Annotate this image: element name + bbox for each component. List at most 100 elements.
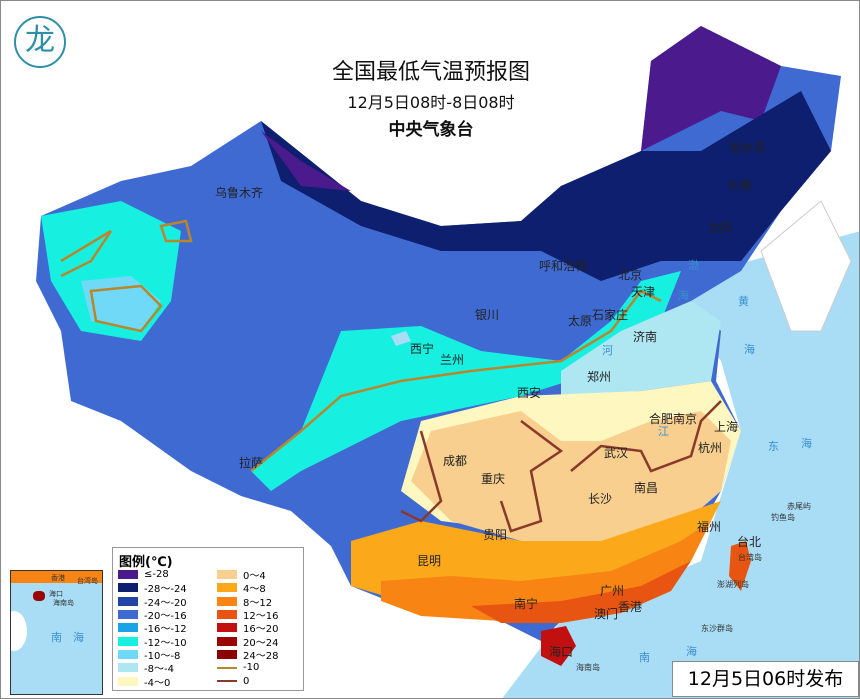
legend-label: 20～24 — [243, 637, 279, 649]
city-label: 福州 — [697, 520, 722, 534]
map-issuer: 中央气象台 — [388, 120, 474, 140]
water-label: 河 — [602, 344, 613, 357]
inset-land — [11, 611, 27, 651]
legend-swatch — [118, 610, 138, 620]
legend-contour-item: 0 — [217, 674, 278, 687]
legend-swatch — [118, 636, 138, 646]
legend-item: -10～-8 — [118, 648, 187, 662]
city-label: 乌鲁木齐 — [215, 186, 264, 200]
legend-item: -4～0 — [118, 674, 187, 689]
city-label: 长春 — [728, 178, 753, 192]
city-label: 昆明 — [417, 554, 442, 568]
legend-swatch — [118, 570, 138, 580]
legend-swatch — [217, 596, 237, 606]
sea — [502, 231, 859, 698]
qinghai-lake — [391, 331, 411, 346]
legend-item: -16～-12 — [118, 621, 187, 635]
legend-label: -10～-8 — [144, 650, 181, 662]
city-label: 郑州 — [587, 370, 612, 384]
legend-label: -28～-24 — [144, 584, 187, 596]
legend-line — [217, 680, 237, 683]
city-label: 太原 — [568, 314, 593, 328]
city-label: 合肥 — [649, 412, 674, 426]
city-label: 沈阳 — [708, 221, 733, 235]
legend-label: 12～16 — [243, 611, 279, 623]
city-label: 台北 — [737, 535, 762, 549]
south-china-sea-inset: 香港 台湾岛 海口 海南岛 南 海 — [10, 570, 103, 695]
legend-item: 24～28 — [217, 648, 279, 662]
island-label: 钓鱼岛 — [771, 513, 795, 522]
water-label: 海 — [678, 289, 689, 302]
legend-item: -8～-4 — [118, 661, 187, 676]
legend-swatch — [118, 676, 138, 686]
legend-title: 图例(℃) — [119, 555, 173, 570]
cma-logo: 龙 — [14, 16, 66, 68]
city-label: 贵阳 — [483, 528, 508, 542]
hainan — [541, 626, 576, 666]
legend-line — [217, 666, 237, 669]
inset-label: 台湾岛 — [77, 577, 98, 585]
legend-swatch — [118, 663, 138, 673]
island-label: 东沙群岛 — [701, 624, 733, 633]
city-label: 杭州 — [698, 441, 723, 455]
city-label: 南宁 — [514, 597, 539, 611]
legend-swatch — [118, 623, 138, 633]
city-label: 拉萨 — [239, 456, 264, 470]
inset-mainland — [11, 571, 102, 583]
legend-swatch — [217, 623, 237, 633]
legend-item: 8～12 — [217, 595, 278, 609]
zone-light-east — [561, 301, 721, 396]
legend-label: 0～4 — [243, 571, 266, 583]
korea — [760, 200, 852, 332]
city-label: 兰州 — [440, 353, 465, 367]
legend-swatch — [217, 583, 237, 593]
legend-item: -28～-24 — [118, 581, 187, 596]
legend-swatch — [217, 570, 237, 580]
water-label: 海 — [801, 437, 812, 450]
legend-label: ≤-28 — [144, 569, 169, 581]
legend-swatch — [217, 636, 237, 646]
legend-contour-item: -10 — [217, 661, 278, 674]
legend: 图例(℃) ≤-28 -28～-24 -24～-20 -20～-16 -16～-12 -1… — [112, 547, 304, 691]
legend-label: 4～8 — [243, 584, 266, 596]
legend-label: 24～28 — [243, 650, 279, 662]
island-label: 台湾岛 — [738, 553, 762, 562]
contour-0 — [400, 400, 722, 533]
city-label: 重庆 — [481, 472, 506, 486]
legend-swatch — [118, 583, 138, 593]
city-label: 成都 — [443, 454, 468, 468]
legend-label: -10 — [243, 662, 260, 674]
zone-12-16 — [471, 561, 691, 623]
contour-minus10 — [60, 219, 662, 472]
city-label: 广州 — [600, 584, 625, 598]
water-label: 渤 — [688, 259, 699, 272]
inset-label: 南 — [51, 631, 62, 644]
city-label: 南京 — [673, 412, 698, 426]
legend-label: -4～0 — [144, 677, 171, 689]
inset-label: 香港 — [51, 574, 65, 582]
zone-dark-north — [261, 91, 831, 281]
legend-label: -8～-4 — [144, 664, 174, 676]
water-label: 东 — [768, 440, 779, 453]
city-label: 银川 — [475, 308, 500, 322]
city-label: 上海 — [714, 420, 739, 434]
legend-swatch — [118, 649, 138, 659]
water-label: 江 — [658, 425, 669, 438]
city-label: 呼和浩特 — [539, 259, 588, 273]
city-label: 长沙 — [588, 492, 613, 506]
legend-item: 12～16 — [217, 608, 279, 623]
city-label: 北京 — [618, 268, 643, 282]
water-label: 黄 — [738, 295, 749, 308]
map-title: 全国最低气温预报图 — [331, 60, 530, 85]
city-label: 香港 — [618, 600, 643, 614]
legend-item: 4～8 — [217, 581, 278, 596]
legend-item: -20～-16 — [118, 608, 187, 622]
city-label: 天津 — [631, 285, 656, 299]
island-label: 海南岛 — [576, 663, 600, 672]
inset-label: 海口 — [49, 590, 63, 598]
water-label: 南 — [639, 651, 650, 664]
legend-item: 16～20 — [217, 621, 278, 635]
city-label: 海口 — [549, 645, 574, 659]
island-label: 赤尾屿 — [787, 502, 811, 511]
